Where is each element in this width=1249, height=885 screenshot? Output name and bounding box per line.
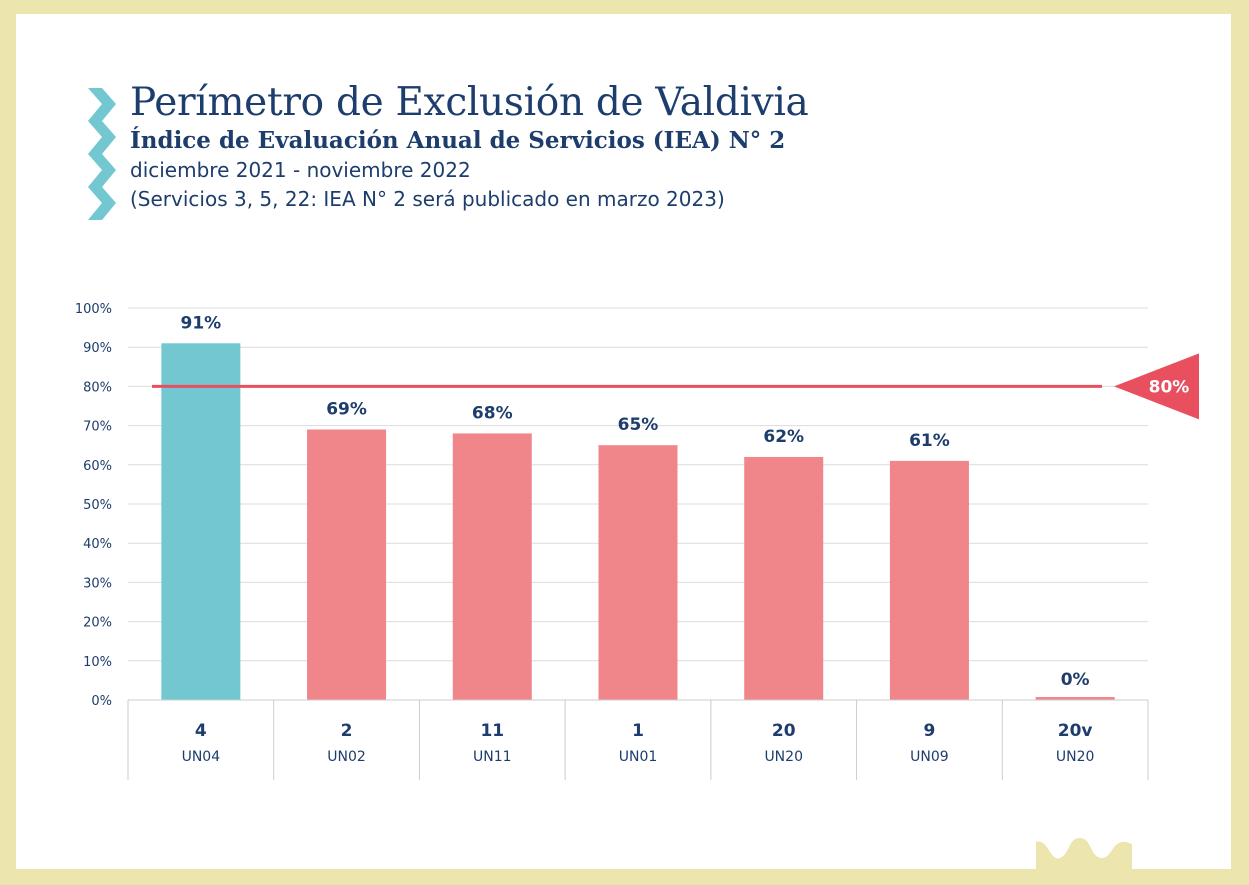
x-tick-label: 9 [924, 721, 936, 741]
y-tick-label: 0% [91, 694, 112, 709]
x-tick-label: 11 [480, 721, 504, 741]
bar-value-label: 68% [472, 403, 513, 423]
bar-value-label: 91% [181, 313, 222, 333]
y-tick-label: 60% [83, 459, 112, 474]
x-tick-label: 20v [1058, 721, 1093, 741]
bar [598, 445, 678, 700]
y-tick-label: 80% [83, 380, 112, 395]
y-tick-label: 70% [83, 420, 112, 435]
note-text: (Servicios 3, 5, 22: IEA N° 2 será publi… [130, 187, 725, 211]
bar-value-label: 61% [909, 431, 950, 451]
bar [452, 433, 532, 700]
bar [744, 456, 824, 700]
y-tick-label: 30% [83, 576, 112, 591]
x-tick-sublabel: UN20 [1056, 749, 1095, 765]
page-title: Perímetro de Exclusión de Valdivia [130, 80, 809, 125]
wave-decoration-icon [1036, 838, 1132, 869]
bar-chart: 0%10%20%30%40%50%60%70%80%90%100%91%69% 6… [75, 302, 1199, 780]
bar [307, 429, 387, 700]
period-text: diciembre 2021 - noviembre 2022 [130, 158, 471, 182]
x-tick-sublabel: UN20 [764, 749, 803, 765]
y-tick-label: 90% [83, 341, 112, 356]
x-tick-sublabel: UN04 [182, 749, 221, 765]
bar [161, 343, 241, 700]
y-tick-label: 50% [83, 498, 112, 513]
bar-value-label: 62% [763, 427, 804, 447]
y-tick-label: 10% [83, 655, 112, 670]
bar [889, 460, 969, 700]
x-tick-sublabel: UN09 [910, 749, 949, 765]
x-tick-sublabel: UN02 [327, 749, 366, 765]
page-card: Perímetro de Exclusión de Valdivia Índic… [16, 14, 1231, 869]
x-tick-label: 1 [632, 721, 644, 741]
bar-value-label: 0% [1061, 670, 1090, 690]
bar-value-label: 65% [618, 415, 659, 435]
x-tick-label: 2 [341, 721, 353, 741]
zigzag-decoration-icon [88, 88, 116, 220]
bar-value-label: 69% [326, 400, 367, 420]
page-subtitle: Índice de Evaluación Anual de Servicios … [130, 127, 786, 154]
header: Perímetro de Exclusión de Valdivia Índic… [130, 80, 809, 214]
bar [1035, 697, 1115, 700]
x-tick-sublabel: UN01 [619, 749, 658, 765]
threshold-badge [1114, 353, 1199, 420]
x-tick-sublabel: UN11 [473, 749, 512, 765]
y-tick-label: 100% [75, 302, 112, 317]
threshold-label: 80% [1149, 377, 1190, 397]
y-tick-label: 20% [83, 616, 112, 631]
x-tick-label: 20 [772, 721, 796, 741]
x-tick-label: 4 [195, 721, 207, 741]
y-tick-label: 40% [83, 537, 112, 552]
